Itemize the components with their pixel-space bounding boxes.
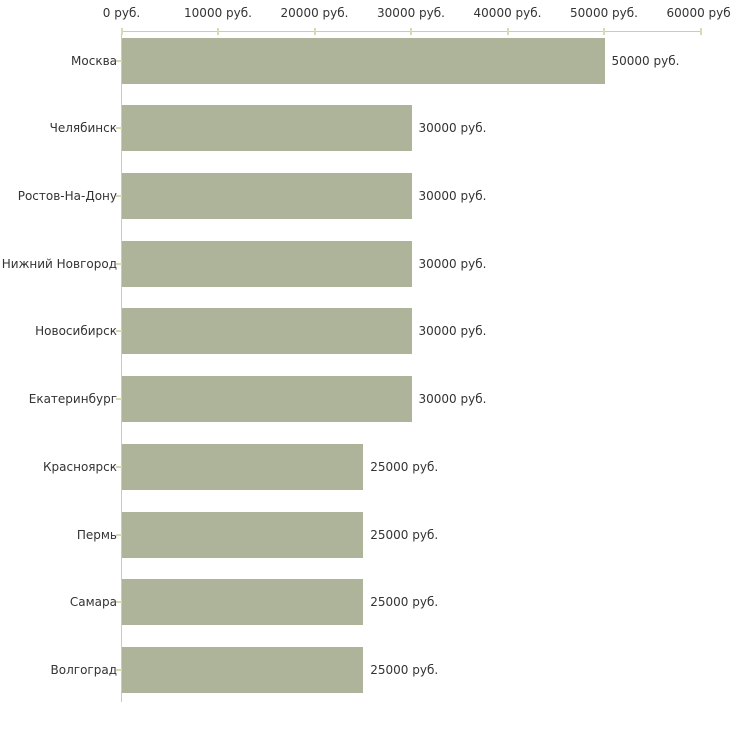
category-label: Пермь	[76, 527, 117, 542]
category-label: Самара	[69, 595, 117, 610]
x-axis-tick	[603, 28, 605, 35]
x-tick-label: 30000 руб.	[377, 6, 445, 20]
y-axis-tick	[116, 533, 123, 536]
value-label: 30000 руб.	[418, 392, 487, 407]
value-label: 30000 руб.	[418, 324, 487, 339]
bar	[122, 37, 605, 84]
value-label: 25000 руб.	[370, 527, 439, 542]
x-tick-label: 20000 руб.	[280, 6, 349, 20]
x-tick-label: 40000 руб.	[473, 6, 542, 20]
x-axis-tick	[313, 28, 316, 35]
category-label: Новосибирск	[35, 324, 117, 339]
x-axis-tick	[120, 28, 123, 35]
value-label: 30000 руб.	[418, 189, 487, 203]
y-axis-tick	[116, 330, 123, 333]
x-axis-tick	[506, 28, 509, 35]
y-axis-tick	[116, 465, 123, 468]
category-label: Москва	[71, 53, 117, 68]
category-label: Екатеринбург	[28, 392, 117, 407]
y-axis-line	[121, 31, 122, 702]
y-axis-tick	[116, 195, 123, 197]
x-tick-label: 50000 руб.	[570, 6, 638, 20]
y-axis-tick	[116, 398, 123, 401]
value-label: 25000 руб.	[370, 595, 439, 610]
value-label: 50000 руб.	[611, 53, 680, 68]
x-tick-label: 60000 руб.	[666, 6, 730, 20]
value-label: 30000 руб.	[418, 256, 487, 271]
bar	[122, 646, 364, 693]
y-axis-tick	[116, 127, 123, 130]
x-tick-label: 10000 руб.	[184, 6, 252, 20]
category-label: Нижний Новгород	[1, 256, 117, 271]
bar	[122, 173, 412, 219]
y-axis-tick	[116, 668, 123, 671]
x-tick-label: 0 руб.	[102, 6, 141, 20]
bar	[122, 240, 412, 287]
x-axis-tick	[217, 28, 219, 35]
value-label: 30000 руб.	[418, 121, 487, 136]
x-axis-tick	[410, 28, 412, 35]
x-axis-tick	[699, 28, 702, 35]
y-axis-tick	[116, 59, 123, 62]
bar	[122, 511, 364, 558]
y-axis-tick	[116, 262, 123, 265]
bar	[122, 376, 412, 423]
value-label: 25000 руб.	[370, 662, 439, 677]
category-label: Ростов-На-Дону	[17, 189, 117, 203]
category-label: Челябинск	[49, 121, 117, 136]
bar	[122, 579, 364, 626]
category-label: Красноярск	[43, 459, 117, 474]
bar	[122, 105, 412, 152]
category-label: Волгоград	[50, 662, 117, 677]
value-label: 25000 руб.	[370, 459, 439, 474]
y-axis-tick	[116, 601, 123, 604]
bar	[122, 443, 364, 490]
bar	[122, 308, 412, 355]
